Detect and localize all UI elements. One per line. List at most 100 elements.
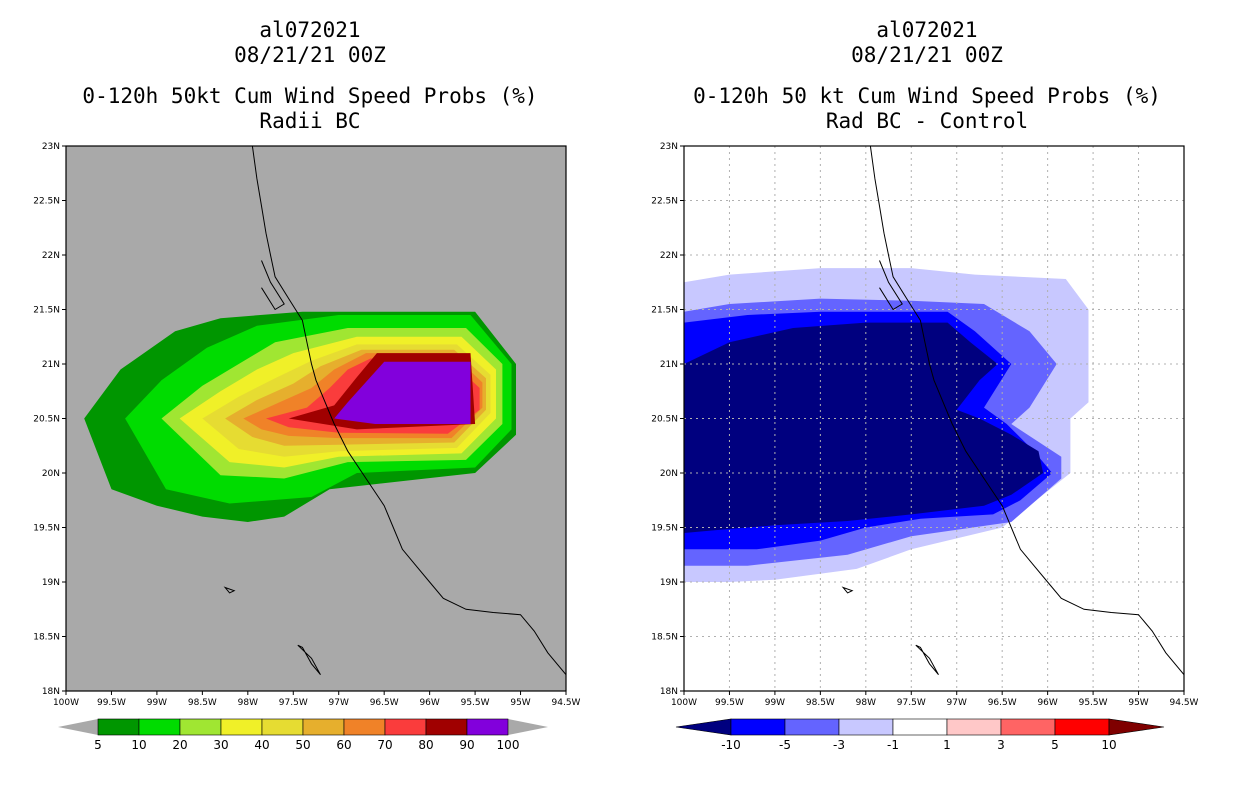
colorbar-label: 3	[997, 738, 1005, 752]
colorbar-swatch	[784, 718, 840, 736]
lagoon-outline	[879, 260, 903, 311]
colorbar-swatch	[302, 718, 345, 736]
colorbar-label: 20	[172, 738, 187, 752]
lake-outline	[223, 586, 236, 594]
lon-tick-label: 99W	[765, 698, 785, 708]
lat-tick-label: 18N	[660, 687, 678, 697]
lon-tick-label: 98.5W	[188, 698, 217, 708]
colorbar-label: 10	[131, 738, 146, 752]
lon-tick-label: 99.5W	[97, 698, 126, 708]
colorbar-label: 70	[377, 738, 392, 752]
right-date: 08/21/21 00Z	[851, 43, 1003, 67]
lon-tick-label: 97W	[329, 698, 349, 708]
right-title: al072021 08/21/21 00Z 0-120h 50 kt Cum W…	[677, 18, 1177, 134]
lon-tick-label: 94.5W	[1170, 698, 1199, 708]
left-chart: 18N 18.5N 19N 19.5N 20N 20.5N 21N 21.5N 22N 22.5N…	[33, 142, 581, 752]
colorbar-swatch	[97, 718, 140, 736]
lagoon-outline	[261, 260, 285, 311]
lat-tick-label: 20.5N	[651, 415, 678, 425]
lat-tick-label: 21N	[42, 360, 60, 370]
colorbar-label: 60	[336, 738, 351, 752]
right-subtitle: Rad BC - Control	[825, 109, 1029, 133]
colorbar-swatch	[892, 718, 948, 736]
coastline	[869, 146, 1184, 676]
right-storm-id: al072021	[876, 18, 978, 42]
lon-tick-label: 95.5W	[1079, 698, 1108, 708]
colorbar-end-high	[1108, 718, 1165, 736]
lon-tick-label: 95W	[510, 698, 530, 708]
lat-tick-label: 21.5N	[651, 306, 678, 316]
colorbar-swatch	[730, 718, 786, 736]
colorbar-label: -5	[779, 738, 791, 752]
colorbar-label: 30	[213, 738, 228, 752]
lat-tick-label: 20.5N	[33, 415, 60, 425]
colorbar-label: 50	[295, 738, 310, 752]
lon-tick-label: 97W	[947, 698, 967, 708]
colorbar-swatch	[838, 718, 894, 736]
left-subtitle: Radii BC	[259, 109, 361, 133]
lat-tick-label: 22N	[42, 251, 60, 261]
lat-tick-label: 23N	[42, 142, 60, 152]
lon-tick-label: 95.5W	[461, 698, 490, 708]
lon-tick-label: 98.5W	[806, 698, 835, 708]
colorbar-swatch	[179, 718, 222, 736]
colorbar-swatch	[138, 718, 181, 736]
lon-tick-label: 96W	[1037, 698, 1057, 708]
lat-tick-label: 20N	[660, 469, 678, 479]
lat-tick-label: 22N	[660, 251, 678, 261]
lon-tick-label: 96.5W	[988, 698, 1017, 708]
lon-tick-label: 97.5W	[897, 698, 926, 708]
lat-tick-label: 23N	[660, 142, 678, 152]
lon-tick-label: 94.5W	[552, 698, 581, 708]
right-title-main: 0-120h 50 kt Cum Wind Speed Probs (%)	[693, 84, 1161, 108]
colorbar-label: -10	[721, 738, 741, 752]
lon-tick-label: 100W	[53, 698, 79, 708]
lat-tick-label: 19.5N	[33, 524, 60, 534]
colorbar-end-high	[508, 719, 548, 735]
colorbar-label: 90	[459, 738, 474, 752]
lon-tick-label: 97.5W	[279, 698, 308, 708]
colorbar-label: 1	[943, 738, 951, 752]
colorbar-end-low	[58, 719, 98, 735]
lat-tick-label: 19.5N	[651, 524, 678, 534]
lon-tick-label: 100W	[671, 698, 697, 708]
colorbar-swatch	[946, 718, 1002, 736]
colorbar-label: 80	[418, 738, 433, 752]
colorbar-label: 100	[497, 738, 520, 752]
lon-tick-label: 96W	[419, 698, 439, 708]
lat-tick-label: 22.5N	[33, 197, 60, 207]
lon-tick-label: 98W	[856, 698, 876, 708]
lon-tick-label: 99.5W	[715, 698, 744, 708]
colorbar-swatch	[261, 718, 304, 736]
colorbar-label: 40	[254, 738, 269, 752]
lon-tick-label: 98W	[238, 698, 258, 708]
colorbar-swatch	[1000, 718, 1056, 736]
lat-tick-label: 18.5N	[651, 633, 678, 643]
colorbar-swatch	[466, 718, 509, 736]
lon-tick-label: 96.5W	[370, 698, 399, 708]
lat-tick-label: 19N	[660, 578, 678, 588]
right-chart: 18N 18.5N 19N 19.5N 20N 20.5N 21N 21.5N 22N 22.5N…	[651, 142, 1199, 752]
colorbar-end-low	[675, 718, 732, 736]
lake-outline	[915, 644, 939, 676]
lon-tick-label: 99W	[147, 698, 167, 708]
colorbar-swatch	[1054, 718, 1110, 736]
left-storm-id: al072021	[259, 18, 361, 42]
colorbar-label: -1	[887, 738, 899, 752]
colorbar-label: 10	[1101, 738, 1116, 752]
lat-tick-label: 21.5N	[33, 306, 60, 316]
coastline	[251, 146, 566, 676]
lat-tick-label: 18.5N	[33, 633, 60, 643]
colorbar-swatch	[343, 718, 386, 736]
lat-tick-label: 19N	[42, 578, 60, 588]
lat-tick-label: 22.5N	[651, 197, 678, 207]
colorbar-swatch	[384, 718, 427, 736]
lat-tick-label: 21N	[660, 360, 678, 370]
left-date: 08/21/21 00Z	[234, 43, 386, 67]
contour-level--10	[684, 322, 1044, 533]
colorbar-swatch	[425, 718, 468, 736]
lake-outline	[841, 586, 854, 594]
colorbar-label: 5	[1051, 738, 1059, 752]
lake-outline	[297, 644, 321, 676]
lat-tick-label: 18N	[42, 687, 60, 697]
